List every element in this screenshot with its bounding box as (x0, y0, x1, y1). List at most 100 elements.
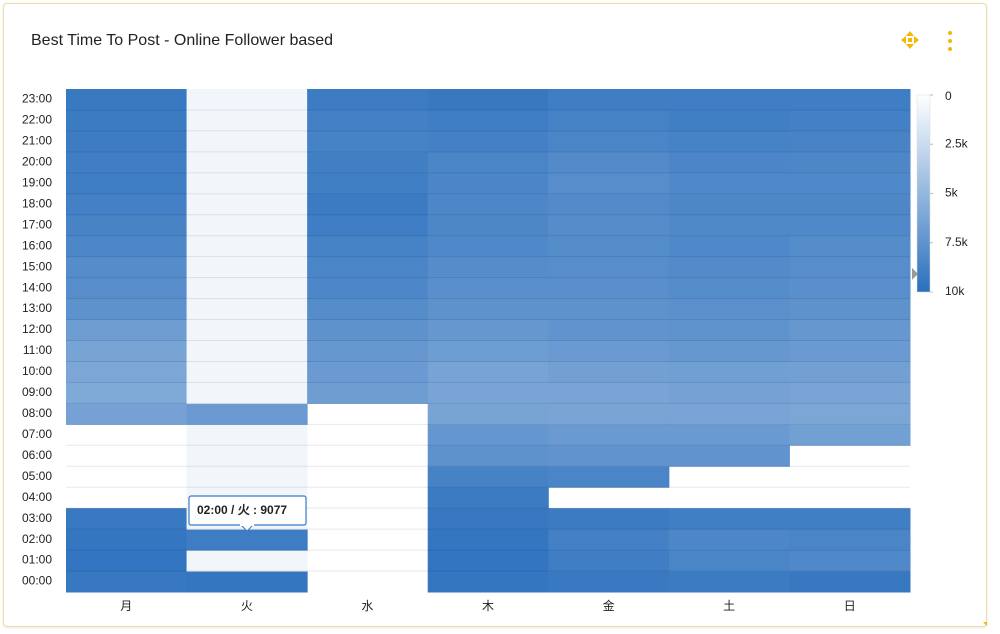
heat-cell (66, 508, 188, 530)
heat-cell (427, 529, 549, 551)
heat-cell (789, 130, 911, 153)
heat-cell (66, 361, 188, 383)
heat-cell (427, 466, 549, 488)
heat-cell (307, 172, 429, 195)
heat-cell (66, 172, 188, 195)
x-tick-label: 土 (723, 599, 735, 613)
heat-cell (548, 340, 670, 362)
heat-cell (186, 529, 308, 551)
heat-cell (186, 550, 308, 572)
heat-cell (186, 319, 308, 341)
menu-icon[interactable] (948, 31, 952, 51)
color-bar (916, 94, 931, 293)
heat-cell (307, 235, 429, 258)
heat-cell (668, 172, 790, 195)
y-tick-label: 13:00 (22, 301, 52, 315)
x-tick-label: 金 (603, 598, 615, 613)
heat-cell (66, 571, 188, 593)
heat-cell (548, 466, 670, 488)
chart-title: Best Time To Post - Online Follower base… (31, 32, 333, 49)
heat-cell (668, 340, 790, 362)
heat-cell (668, 298, 790, 321)
heat-cell (66, 277, 188, 300)
heat-cell (427, 508, 549, 530)
heat-cell (307, 214, 429, 237)
y-tick-label: 05:00 (22, 469, 52, 483)
heat-cell (307, 193, 429, 216)
y-tick-label: 02:00 (22, 532, 52, 546)
heat-cell (307, 382, 429, 404)
heat-cell (427, 550, 549, 572)
heat-cell (186, 130, 308, 153)
heat-cell (427, 151, 549, 174)
move-icon[interactable] (901, 31, 919, 49)
heat-cell (66, 319, 188, 341)
heat-cell (66, 89, 188, 111)
heat-cell (186, 172, 308, 195)
heat-cell (427, 235, 549, 258)
heat-cell (186, 277, 308, 300)
heat-cell (186, 298, 308, 321)
y-tick-label: 23:00 (22, 92, 52, 106)
plot-area: 00:00 01:00 02:00 03:00 04:00 05:00 06:00 07:00… (22, 89, 969, 613)
heat-cell (186, 466, 308, 488)
tooltip-text: 02:00 / 火 : 9077 (197, 503, 287, 517)
x-tick-label: 月 (120, 599, 132, 613)
heat-cell (789, 193, 911, 216)
heat-cell (548, 235, 670, 258)
heat-cell (307, 298, 429, 321)
heat-cell (66, 256, 188, 279)
heat-cell (186, 256, 308, 279)
heat-cell (186, 193, 308, 216)
heat-cell (427, 424, 549, 446)
heat-cell (66, 550, 188, 572)
heat-cell (186, 89, 308, 111)
heat-cell (789, 550, 911, 572)
y-tick-label: 18:00 (22, 196, 52, 210)
heat-cell (66, 214, 188, 237)
heat-cell (307, 277, 429, 300)
heat-cell (66, 130, 188, 153)
y-tick-label: 12:00 (22, 322, 52, 336)
heat-cell (186, 235, 308, 258)
heat-cell (548, 89, 670, 111)
y-tick-label: 00:00 (22, 574, 52, 588)
heat-cell (789, 214, 911, 237)
heat-cell (789, 508, 911, 530)
y-tick-label: 21:00 (22, 134, 52, 148)
x-tick-label: 火 (241, 599, 253, 613)
heat-cell (427, 130, 549, 153)
heat-cell (548, 298, 670, 321)
heat-cell (548, 193, 670, 216)
y-tick-label: 10:00 (22, 364, 52, 378)
heat-cell (307, 319, 429, 341)
heat-cell (427, 193, 549, 216)
resize-handle[interactable] (983, 622, 987, 626)
heat-cell (789, 424, 911, 446)
heat-cell (668, 508, 790, 530)
heat-cell (427, 89, 549, 111)
heat-cell (427, 109, 549, 132)
heat-cell (427, 403, 549, 425)
colorbar-tick-label: 7.5k (945, 235, 969, 249)
heat-cell (186, 403, 308, 425)
y-tick-label: 06:00 (22, 448, 52, 462)
heat-cell (668, 361, 790, 383)
heat-cell (668, 151, 790, 174)
colorbar-tick-label: 5k (945, 186, 959, 200)
y-tick-label: 07:00 (22, 427, 52, 441)
heat-cell (307, 130, 429, 153)
heat-cell (548, 319, 670, 341)
heat-cell (186, 151, 308, 174)
y-tick-label: 20:00 (22, 155, 52, 169)
y-tick-label: 22:00 (22, 113, 52, 127)
heat-cell (668, 424, 790, 446)
y-tick-label: 08:00 (22, 406, 52, 420)
heat-cell (427, 487, 549, 509)
heat-cell (668, 529, 790, 551)
heat-cell (789, 277, 911, 300)
heat-cell (668, 319, 790, 341)
heat-cell (668, 89, 790, 111)
heat-cell (548, 508, 670, 530)
